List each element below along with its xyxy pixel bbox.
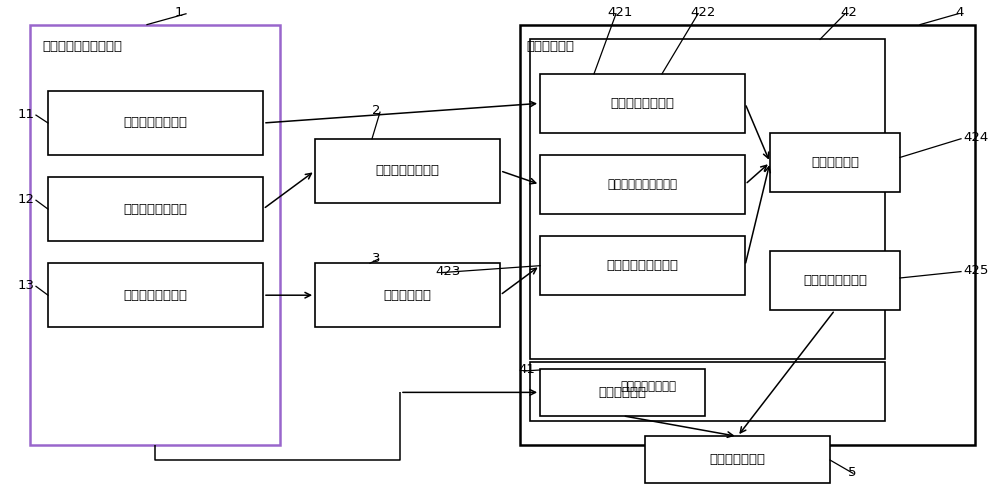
Bar [540, 155, 745, 214]
Text: 后端数据备份单元: 后端数据备份单元 [620, 380, 676, 393]
Text: 2: 2 [372, 104, 380, 117]
Text: 3: 3 [372, 252, 380, 265]
Text: 1: 1 [175, 6, 184, 19]
Text: 前端操作系统: 前端操作系统 [598, 386, 646, 399]
Bar [48, 263, 263, 327]
Bar [540, 74, 745, 133]
Bar [315, 263, 500, 327]
Bar [48, 91, 263, 155]
Text: 41: 41 [518, 364, 535, 376]
Text: 421: 421 [607, 6, 632, 19]
Text: 种植环境统计单元: 种植环境统计单元 [611, 97, 675, 110]
Text: 数据管理平台: 数据管理平台 [526, 40, 574, 53]
Text: 5: 5 [848, 466, 856, 479]
Text: 数据分析单元: 数据分析单元 [811, 156, 859, 169]
Bar [520, 25, 975, 445]
Text: 零售统计单元: 零售统计单元 [384, 289, 432, 302]
Text: 溯源记录统计单元: 溯源记录统计单元 [803, 274, 867, 287]
Text: 运输完成度统计单元: 运输完成度统计单元 [607, 259, 679, 272]
Text: 424: 424 [963, 131, 988, 144]
Bar [770, 251, 900, 310]
Text: 13: 13 [18, 279, 35, 292]
Bar [48, 177, 263, 241]
Text: 生产流程数据处理单元: 生产流程数据处理单元 [608, 178, 678, 191]
Text: 溯源码链接单元: 溯源码链接单元 [710, 453, 766, 466]
Text: 11: 11 [18, 108, 35, 121]
Bar [30, 25, 280, 445]
Text: 生产流程监测单元: 生产流程监测单元 [124, 203, 188, 215]
Text: 4: 4 [955, 6, 963, 19]
Text: 423: 423 [435, 265, 460, 278]
Bar [540, 236, 745, 295]
Bar [530, 362, 885, 421]
Text: 422: 422 [690, 6, 715, 19]
Bar [315, 139, 500, 203]
Text: 12: 12 [18, 193, 35, 206]
Bar [770, 133, 900, 192]
Bar [645, 436, 830, 483]
Text: 茶叶种植生产监控系统: 茶叶种植生产监控系统 [42, 40, 122, 53]
Bar [530, 39, 885, 359]
Text: 42: 42 [840, 6, 857, 19]
Text: 运输过程监测单元: 运输过程监测单元 [124, 289, 188, 302]
Text: 425: 425 [963, 264, 988, 277]
Bar [540, 369, 705, 416]
Text: 生产批次管理单元: 生产批次管理单元 [376, 164, 440, 177]
Text: 种植环境监控单元: 种植环境监控单元 [124, 117, 188, 129]
